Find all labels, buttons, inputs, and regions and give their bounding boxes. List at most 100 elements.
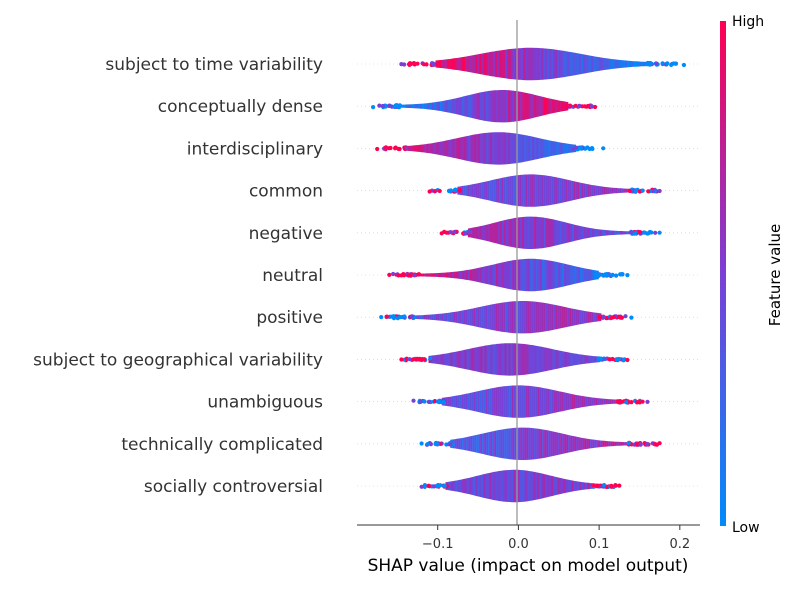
data-point — [634, 442, 640, 447]
data-point — [616, 399, 621, 404]
feature-label: positive — [256, 308, 323, 328]
data-point — [408, 61, 414, 66]
violin-row: socially controversial — [144, 469, 700, 503]
data-point — [428, 356, 433, 361]
violin-body — [450, 427, 632, 460]
violin-row: subject to geographical variability — [33, 343, 700, 376]
data-point — [442, 483, 447, 488]
data-point — [422, 399, 427, 404]
data-point — [402, 273, 407, 278]
data-point — [629, 400, 634, 405]
data-point — [646, 231, 651, 236]
data-point — [601, 314, 606, 319]
data-point — [402, 314, 407, 319]
feature-label: technically complicated — [121, 435, 323, 455]
data-point — [457, 188, 462, 193]
data-point — [391, 314, 396, 319]
data-point — [407, 357, 412, 362]
data-point — [646, 189, 651, 194]
feature-label: interdisciplinary — [187, 139, 323, 159]
data-point — [415, 61, 420, 66]
data-point — [621, 358, 626, 363]
data-point — [625, 273, 630, 278]
violin-body — [467, 216, 634, 249]
data-point — [593, 104, 598, 110]
data-point — [613, 483, 619, 488]
data-point — [585, 145, 590, 150]
data-point — [614, 273, 619, 278]
data-point — [652, 442, 657, 447]
feature-label: conceptually dense — [158, 97, 323, 117]
data-point — [425, 442, 430, 447]
feature-label: socially controversial — [144, 477, 323, 497]
data-point — [446, 188, 452, 194]
data-point — [625, 357, 630, 363]
violin-body — [417, 258, 599, 292]
data-point — [426, 399, 431, 404]
violin-body — [411, 301, 602, 334]
data-point — [601, 146, 606, 151]
data-point — [418, 399, 423, 404]
violin-row: negative — [249, 216, 700, 249]
violin-body — [428, 343, 601, 376]
data-point — [657, 188, 662, 194]
data-point — [589, 104, 595, 109]
violin-body — [404, 132, 576, 165]
data-point — [640, 188, 645, 193]
violin-rows: subject to time variability conceptually … — [33, 47, 700, 503]
data-point — [665, 61, 670, 66]
data-point — [595, 483, 600, 488]
data-point — [417, 356, 422, 361]
violin-row: technically complicated — [121, 427, 700, 460]
data-point — [453, 187, 458, 192]
data-point — [633, 189, 639, 194]
data-point — [596, 356, 601, 361]
data-point — [404, 146, 409, 151]
data-point — [573, 145, 579, 150]
data-point — [419, 484, 424, 489]
violin-body — [441, 385, 620, 418]
data-point — [618, 272, 623, 277]
x-axis-title: SHAP value (impact on model output) — [368, 556, 689, 576]
x-tick-label: 0.1 — [589, 537, 610, 552]
data-point — [426, 483, 431, 488]
data-point — [393, 103, 398, 108]
data-point — [623, 314, 628, 319]
data-point — [611, 314, 617, 320]
data-point — [596, 272, 601, 277]
data-point — [399, 357, 404, 362]
x-tick-label: −0.1 — [422, 537, 454, 552]
data-point — [607, 357, 612, 362]
data-point — [422, 357, 427, 362]
data-point — [564, 104, 569, 109]
data-point — [396, 273, 401, 278]
data-point — [467, 230, 472, 235]
data-point — [391, 271, 396, 277]
data-point — [432, 399, 437, 404]
x-axis-ticks: −0.1 0.0 0.1 0.2 — [422, 525, 690, 552]
data-point — [432, 484, 437, 489]
violin-row: positive — [256, 301, 700, 334]
data-point — [645, 399, 650, 404]
data-point — [463, 231, 468, 236]
data-point — [411, 398, 416, 403]
feature-label: subject to time variability — [105, 55, 323, 75]
feature-label: subject to geographical variability — [33, 350, 323, 370]
data-point — [397, 146, 402, 152]
data-point — [660, 61, 665, 66]
data-point — [384, 314, 389, 319]
colorbar-high-label: High — [732, 14, 764, 30]
data-point — [650, 189, 655, 194]
data-point — [398, 315, 403, 320]
data-point — [629, 315, 634, 320]
violin-body — [399, 90, 569, 123]
colorbar — [720, 21, 726, 526]
data-point — [654, 61, 659, 66]
data-point — [452, 229, 457, 235]
data-point — [437, 398, 442, 403]
data-point — [591, 483, 596, 488]
colorbar-low-label: Low — [732, 520, 760, 536]
data-point — [406, 273, 411, 278]
data-point — [627, 188, 632, 193]
